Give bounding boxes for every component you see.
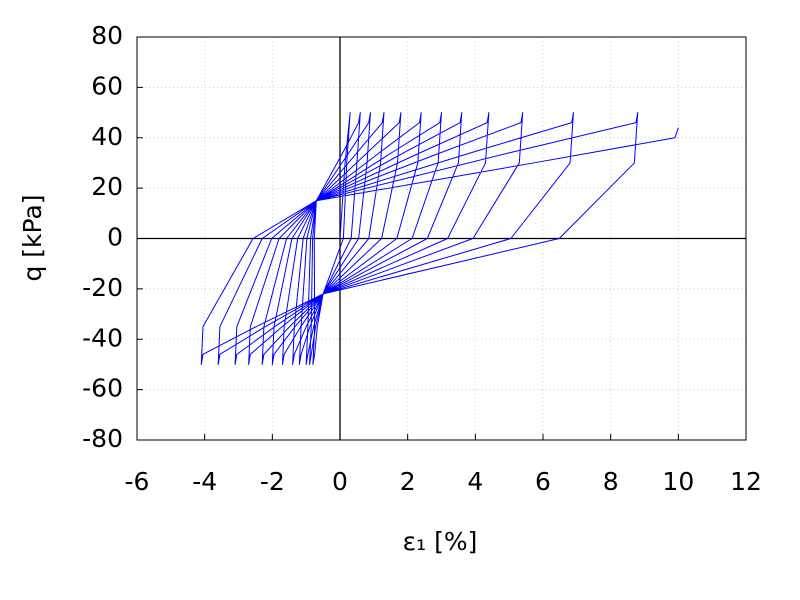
y-tick-label: -60 bbox=[82, 374, 123, 403]
y-tick-label: -40 bbox=[82, 323, 123, 352]
y-tick-label: 40 bbox=[91, 122, 123, 151]
y-tick-label: -80 bbox=[82, 424, 123, 453]
x-tick-label: 12 bbox=[730, 467, 762, 496]
x-tick-label: 8 bbox=[603, 467, 619, 496]
x-tick-label: 6 bbox=[535, 467, 551, 496]
data-line bbox=[200, 112, 679, 365]
x-tick-label: 10 bbox=[662, 467, 694, 496]
x-tick-label: 4 bbox=[467, 467, 483, 496]
y-tick-label: 20 bbox=[91, 172, 123, 201]
y-tick-label: -20 bbox=[82, 273, 123, 302]
x-tick-label: -6 bbox=[125, 467, 150, 496]
y-tick-label: 60 bbox=[91, 71, 123, 100]
y-tick-label: 0 bbox=[107, 223, 123, 252]
x-axis-label: ε₁ [%] bbox=[403, 527, 478, 556]
y-axis-label: q [kPa] bbox=[18, 194, 47, 281]
x-tick-label: 2 bbox=[400, 467, 416, 496]
x-tick-label: 0 bbox=[332, 467, 348, 496]
x-tick-label: -2 bbox=[260, 467, 285, 496]
plot-frame bbox=[136, 36, 747, 441]
x-tick-label: -4 bbox=[192, 467, 217, 496]
y-tick-label: 80 bbox=[91, 21, 123, 50]
